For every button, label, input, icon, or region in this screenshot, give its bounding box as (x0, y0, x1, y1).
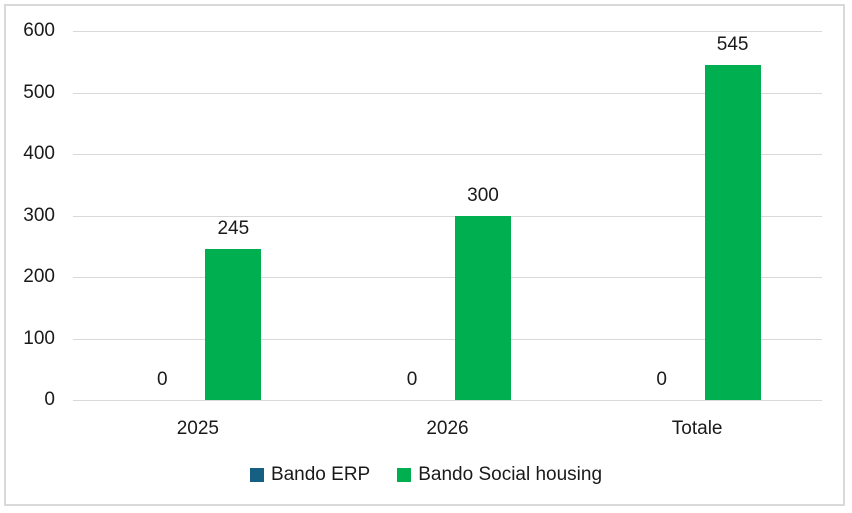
data-label-bando-erp-2026: 0 (406, 369, 418, 390)
gridline-0 (73, 400, 822, 401)
y-axis-tick-label-300: 300 (23, 204, 55, 226)
y-axis-tick-label-200: 200 (23, 266, 55, 287)
bar-bando-social-housing-totale (704, 64, 761, 400)
legend-item-bando-erp: Bando ERP (249, 464, 371, 486)
legend-label: Bando ERP (270, 464, 371, 485)
y-axis-tick-label-600: 600 (23, 20, 55, 41)
gridline-200 (73, 277, 822, 278)
data-label-bando-social-housing-2025: 245 (217, 218, 250, 240)
data-label-bando-social-housing-2026: 300 (467, 184, 499, 206)
y-axis-tick-label-400: 400 (23, 143, 55, 164)
gridline-300 (73, 215, 822, 217)
data-label-bando-erp-totale: 0 (656, 369, 667, 390)
bar-bando-social-housing-2025 (205, 249, 262, 400)
y-axis-tick-label-500: 500 (23, 81, 55, 103)
data-label-bando-erp-2025: 0 (157, 369, 168, 390)
y-axis-tick-label-100: 100 (23, 327, 55, 349)
legend-swatch-icon (397, 468, 412, 482)
legend: Bando ERP Bando Social housing (0, 464, 852, 486)
legend-label: Bando Social housing (418, 464, 603, 485)
y-axis-tick-label-0: 0 (44, 389, 55, 410)
x-axis-label-2026: 2026 (426, 418, 469, 439)
gridline-500 (73, 92, 822, 94)
gridline-400 (73, 154, 822, 155)
gridline-600 (73, 31, 822, 32)
data-label-bando-social-housing-totale: 545 (716, 33, 749, 55)
legend-item-bando-social-housing: Bando Social housing (397, 464, 602, 486)
x-axis-label-2025: 2025 (176, 418, 219, 439)
legend-swatch-icon (249, 468, 264, 482)
bar-bando-social-housing-2026 (455, 215, 511, 400)
x-axis-label-totale: Totale (671, 418, 723, 439)
gridline-100 (73, 338, 822, 340)
